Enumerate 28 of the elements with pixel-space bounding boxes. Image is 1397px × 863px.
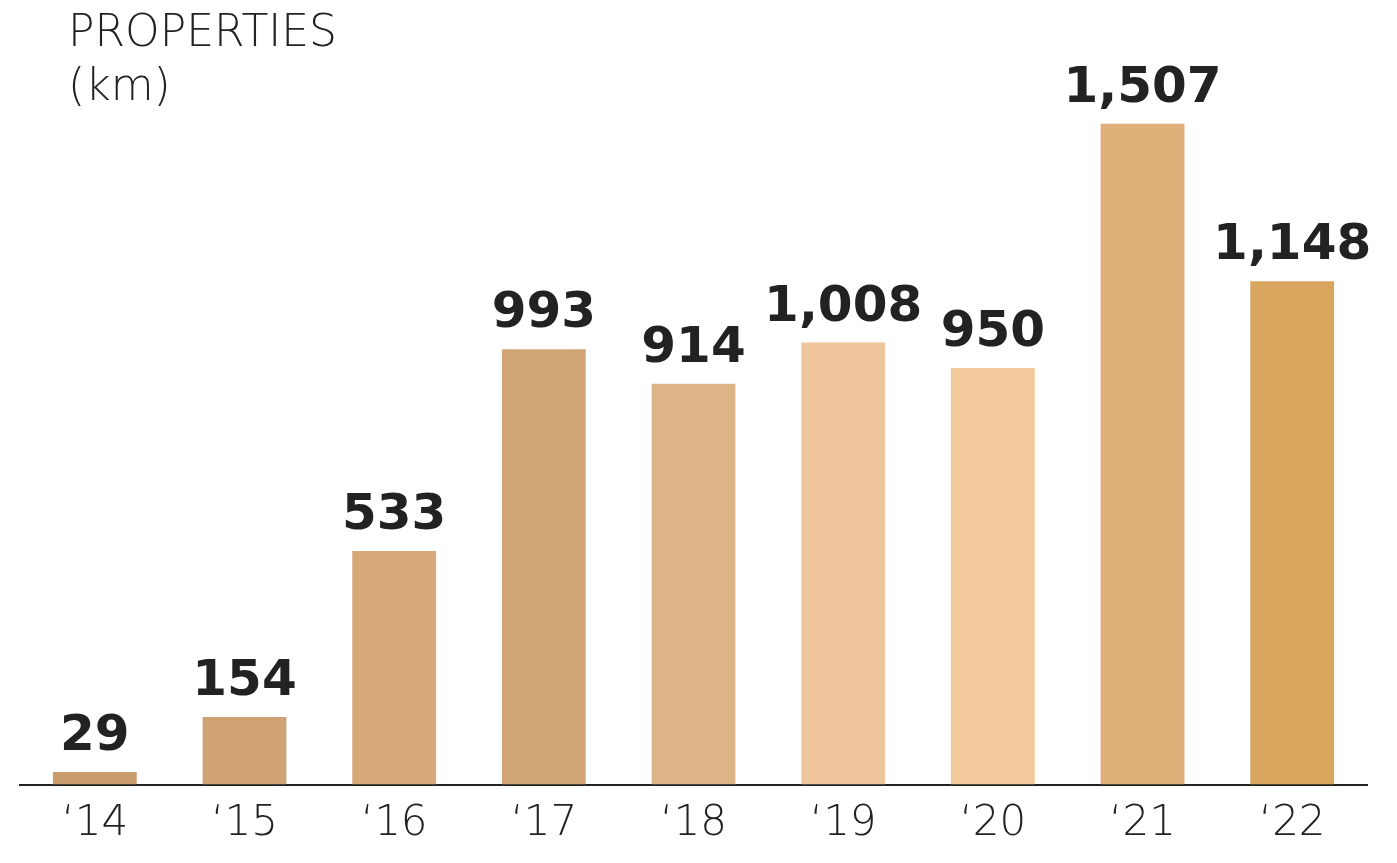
x-tick-label: ‘14 <box>61 795 129 845</box>
chart-title: PROPERTIES (km) <box>68 4 339 112</box>
data-label: 154 <box>192 649 297 708</box>
data-label: 1,008 <box>764 274 923 333</box>
x-tick-label: ‘18 <box>660 795 727 845</box>
bar <box>1250 281 1335 785</box>
bar <box>1100 123 1185 785</box>
x-tick-label: ‘17 <box>510 795 578 845</box>
bar <box>801 342 886 785</box>
x-tick-label: ‘15 <box>211 795 278 845</box>
x-tick-label: ‘16 <box>360 795 428 845</box>
bar <box>651 383 736 785</box>
data-label: 1,507 <box>1063 55 1222 114</box>
bar <box>501 349 586 785</box>
bar <box>202 717 287 785</box>
x-tick-label: ‘22 <box>1258 795 1326 845</box>
x-tick-label: ‘21 <box>1109 795 1176 845</box>
bar <box>352 550 437 785</box>
data-label: 29 <box>60 703 130 762</box>
bar <box>950 368 1035 785</box>
data-label: 993 <box>491 281 597 340</box>
data-label: 533 <box>341 482 447 541</box>
data-label: 914 <box>641 315 746 374</box>
data-label: 1,148 <box>1213 213 1372 272</box>
x-tick-label: ‘20 <box>959 795 1027 845</box>
data-label: 950 <box>940 300 1046 359</box>
bar <box>52 771 137 785</box>
x-tick-label: ‘19 <box>809 795 877 845</box>
